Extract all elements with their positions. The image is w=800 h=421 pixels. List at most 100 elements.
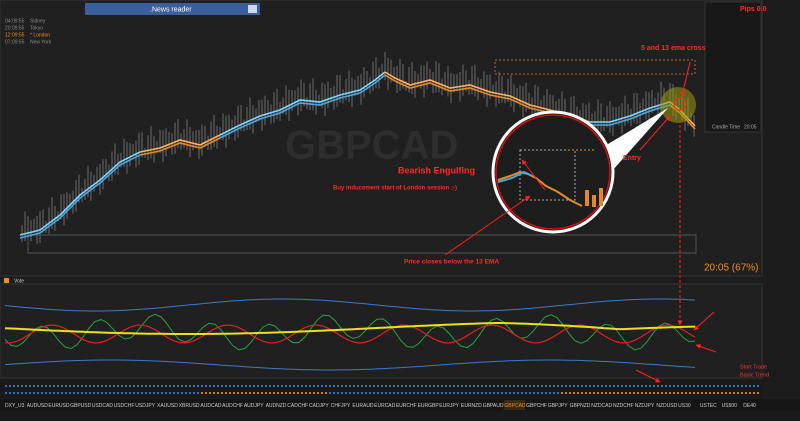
- symbol-tab[interactable]: AUDNZD: [266, 403, 287, 409]
- symbol-tab[interactable]: USDCAD: [92, 403, 114, 409]
- arrow: [680, 61, 691, 97]
- symbol-tab[interactable]: CADCHF: [287, 403, 308, 409]
- signal-dot: [528, 384, 532, 388]
- signal-dot: [568, 391, 572, 395]
- symbol-tab[interactable]: GBPUSD: [70, 403, 92, 409]
- symbol-highlight: [503, 400, 526, 410]
- symbol-tab[interactable]: NZDCAD: [591, 403, 612, 409]
- session-name: * London: [30, 32, 50, 38]
- signal-dot: [696, 391, 700, 395]
- symbol-tab[interactable]: US30: [678, 403, 691, 409]
- symbol-tab[interactable]: DE40: [743, 403, 756, 409]
- signal-dot: [40, 391, 44, 395]
- signal-dot: [560, 391, 564, 395]
- symbol-tab[interactable]: NZDJPY: [635, 403, 655, 409]
- signal-dot: [724, 384, 728, 388]
- signal-dot: [656, 391, 660, 395]
- signal-dot: [196, 391, 200, 395]
- arrow: [639, 115, 671, 151]
- symbol-tab[interactable]: USDJPY: [135, 403, 155, 409]
- symbol-tab[interactable]: GBPAUD: [483, 403, 504, 409]
- signal-dot: [84, 384, 88, 388]
- symbol-tab[interactable]: EURCHF: [396, 403, 417, 409]
- signal-dot: [348, 391, 352, 395]
- signal-dot: [680, 384, 684, 388]
- annotation: Basic Trend: [740, 372, 769, 378]
- symbol-tab[interactable]: XAUUSD: [157, 403, 178, 409]
- symbol-tab[interactable]: GBPCHF: [526, 403, 547, 409]
- signal-dot: [728, 391, 732, 395]
- zoom-ring: [495, 114, 611, 230]
- symbol-tab[interactable]: CADJPY: [309, 403, 329, 409]
- signal-dot: [532, 391, 536, 395]
- zoom-candle: [592, 195, 596, 207]
- news-reader-bar[interactable]: [85, 3, 260, 15]
- signal-dot: [116, 384, 120, 388]
- signal-dot: [28, 384, 32, 388]
- symbol-tab[interactable]: DXY_U3: [5, 403, 25, 409]
- zoom-candle: [585, 190, 589, 206]
- signal-dot: [648, 384, 652, 388]
- symbol-tab[interactable]: US500: [722, 403, 738, 409]
- symbol-tab[interactable]: USDCHF: [114, 403, 135, 409]
- signal-dot: [108, 384, 112, 388]
- symbol-tab[interactable]: EURJPY: [439, 403, 459, 409]
- zoom-ema-blue: [497, 170, 533, 183]
- signal-dot: [588, 384, 592, 388]
- signal-dot: [140, 384, 144, 388]
- signal-dot: [48, 384, 52, 388]
- signal-dot: [700, 391, 704, 395]
- symbol-tab[interactable]: AUDUSD: [27, 403, 49, 409]
- signal-dot: [520, 391, 524, 395]
- signal-dot: [176, 391, 180, 395]
- signal-dot: [216, 384, 220, 388]
- ema-line: [219, 71, 386, 136]
- signal-dot: [712, 391, 716, 395]
- signal-dot: [192, 384, 196, 388]
- symbol-tab[interactable]: NZDCHF: [613, 403, 634, 409]
- signal-dot: [684, 391, 688, 395]
- symbol-tab[interactable]: EURAUD: [352, 403, 374, 409]
- symbol-tab[interactable]: GBPJPY: [548, 403, 568, 409]
- symbol-tab[interactable]: XBRUSD: [179, 403, 200, 409]
- symbol-tab[interactable]: CHFJPY: [331, 403, 351, 409]
- session-time: 20:09:55: [5, 25, 25, 31]
- symbol-tab[interactable]: USTEC: [700, 403, 717, 409]
- signal-dot: [656, 384, 660, 388]
- signal-dot: [632, 391, 636, 395]
- signal-dot: [608, 391, 612, 395]
- signal-dot: [508, 391, 512, 395]
- session-time: 12:09:55: [5, 32, 25, 38]
- signal-dot: [636, 384, 640, 388]
- signal-dot: [524, 384, 528, 388]
- signal-dot: [208, 384, 212, 388]
- signal-dot: [324, 391, 328, 395]
- signal-dot: [628, 391, 632, 395]
- signal-dot: [32, 391, 36, 395]
- symbol-tab[interactable]: GBPNZD: [570, 403, 591, 409]
- symbol-tab[interactable]: GBPCAD: [504, 403, 526, 409]
- symbol-tab[interactable]: EURGBP: [418, 403, 440, 409]
- signal-dot: [216, 391, 220, 395]
- signal-dot: [92, 391, 96, 395]
- signal-dot: [120, 391, 124, 395]
- symbol-tab[interactable]: AUDCHF: [222, 403, 243, 409]
- arrow: [521, 159, 546, 191]
- signal-dot: [360, 391, 364, 395]
- symbol-tab[interactable]: AUDJPY: [244, 403, 264, 409]
- signal-dot: [600, 391, 604, 395]
- signal-dot: [128, 391, 132, 395]
- signal-dot: [444, 391, 448, 395]
- signal-dot: [448, 384, 452, 388]
- symbol-tab[interactable]: EURUSD: [48, 403, 70, 409]
- signal-dot: [112, 384, 116, 388]
- news-reader-button[interactable]: [248, 5, 257, 13]
- cross-highlight: [660, 87, 696, 123]
- vote-icon: [4, 278, 9, 283]
- symbol-tab[interactable]: EURNZD: [461, 403, 482, 409]
- signal-dot: [168, 391, 172, 395]
- signal-dot: [456, 391, 460, 395]
- symbol-tab[interactable]: EURCAD: [374, 403, 396, 409]
- symbol-tab[interactable]: NZDUSD: [656, 403, 677, 409]
- symbol-tab[interactable]: AUDCAD: [200, 403, 222, 409]
